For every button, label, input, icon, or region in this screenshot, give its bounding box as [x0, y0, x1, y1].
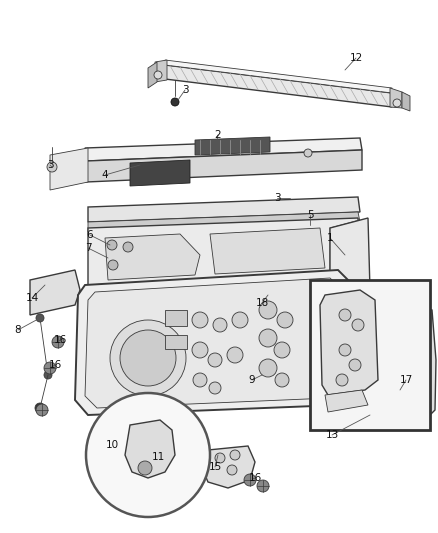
Circle shape — [107, 240, 117, 250]
Polygon shape — [382, 300, 436, 425]
Circle shape — [108, 260, 118, 270]
Text: 18: 18 — [255, 298, 268, 308]
Circle shape — [36, 404, 48, 416]
Circle shape — [215, 453, 225, 463]
Circle shape — [36, 314, 44, 322]
Circle shape — [138, 461, 152, 475]
Polygon shape — [165, 65, 392, 107]
Circle shape — [209, 382, 221, 394]
Polygon shape — [88, 218, 360, 285]
Text: 4: 4 — [102, 170, 108, 180]
Circle shape — [275, 373, 289, 387]
Text: 16: 16 — [248, 473, 261, 483]
Text: 7: 7 — [85, 243, 91, 253]
Text: 15: 15 — [208, 462, 222, 472]
Text: 14: 14 — [25, 293, 39, 303]
Circle shape — [230, 450, 240, 460]
Circle shape — [52, 336, 64, 348]
Circle shape — [274, 342, 290, 358]
Text: 11: 11 — [152, 452, 165, 462]
Text: 16: 16 — [48, 360, 62, 370]
Circle shape — [120, 330, 176, 386]
Polygon shape — [50, 148, 88, 190]
Circle shape — [47, 162, 57, 172]
Circle shape — [257, 480, 269, 492]
Text: 10: 10 — [106, 440, 119, 450]
Text: 5: 5 — [307, 210, 313, 220]
Circle shape — [193, 373, 207, 387]
Circle shape — [277, 312, 293, 328]
Text: 3: 3 — [182, 85, 188, 95]
Polygon shape — [390, 320, 430, 418]
Polygon shape — [75, 270, 362, 415]
FancyBboxPatch shape — [165, 335, 187, 349]
Circle shape — [244, 474, 256, 486]
Circle shape — [349, 359, 361, 371]
Polygon shape — [390, 88, 402, 108]
Circle shape — [352, 319, 364, 331]
Text: 16: 16 — [53, 335, 67, 345]
Polygon shape — [195, 137, 270, 155]
Polygon shape — [30, 270, 80, 315]
Circle shape — [110, 320, 186, 396]
Circle shape — [227, 347, 243, 363]
Circle shape — [213, 318, 227, 332]
Circle shape — [86, 393, 210, 517]
Polygon shape — [130, 160, 190, 186]
Text: 1: 1 — [327, 233, 333, 243]
Polygon shape — [402, 92, 410, 111]
Polygon shape — [165, 60, 392, 93]
FancyBboxPatch shape — [310, 280, 430, 430]
Circle shape — [393, 99, 401, 107]
Polygon shape — [88, 212, 360, 232]
Circle shape — [192, 342, 208, 358]
Circle shape — [259, 301, 277, 319]
Polygon shape — [88, 197, 360, 222]
Circle shape — [232, 312, 248, 328]
Polygon shape — [202, 446, 255, 488]
Text: 8: 8 — [15, 325, 21, 335]
Text: 17: 17 — [399, 375, 413, 385]
Circle shape — [227, 465, 237, 475]
Circle shape — [304, 149, 312, 157]
Polygon shape — [210, 228, 325, 274]
Circle shape — [44, 362, 56, 374]
Circle shape — [339, 344, 351, 356]
Polygon shape — [330, 220, 362, 285]
Circle shape — [259, 329, 277, 347]
Text: 12: 12 — [350, 53, 363, 63]
Polygon shape — [125, 420, 175, 478]
Circle shape — [208, 353, 222, 367]
Circle shape — [44, 371, 52, 379]
Text: 9: 9 — [249, 375, 255, 385]
Circle shape — [259, 359, 277, 377]
Text: 2: 2 — [215, 130, 221, 140]
Polygon shape — [85, 138, 362, 161]
Polygon shape — [155, 60, 167, 82]
FancyBboxPatch shape — [165, 310, 187, 326]
Circle shape — [35, 403, 45, 413]
Text: 6: 6 — [87, 230, 93, 240]
Polygon shape — [148, 62, 157, 88]
Polygon shape — [86, 150, 362, 182]
Text: 3: 3 — [274, 193, 280, 203]
Polygon shape — [320, 290, 378, 395]
Circle shape — [123, 242, 133, 252]
Polygon shape — [325, 390, 368, 412]
Circle shape — [339, 309, 351, 321]
Circle shape — [336, 374, 348, 386]
Circle shape — [171, 98, 179, 106]
Polygon shape — [330, 218, 370, 290]
Circle shape — [192, 312, 208, 328]
Polygon shape — [105, 234, 200, 280]
Text: 13: 13 — [325, 430, 339, 440]
Circle shape — [154, 71, 162, 79]
Polygon shape — [85, 278, 350, 408]
Text: 3: 3 — [47, 160, 53, 170]
